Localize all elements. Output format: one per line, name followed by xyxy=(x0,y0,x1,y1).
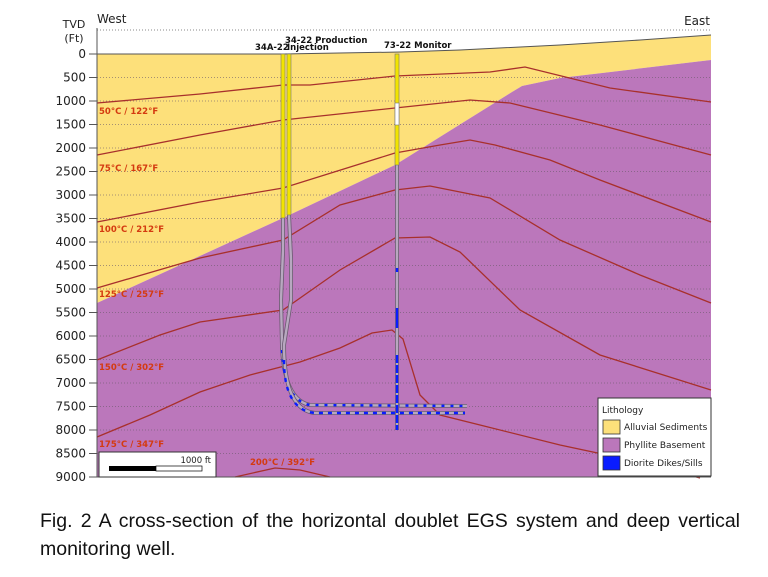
figure-caption: Fig. 2 A cross-section of the horizontal… xyxy=(40,510,740,560)
well-label-34-22: 34-22 Production xyxy=(285,36,367,46)
depth-tick-label: 1000 xyxy=(55,94,86,108)
depth-tick-label: 7500 xyxy=(55,400,86,414)
legend-label-diorite: Diorite Dikes/Sills xyxy=(624,459,703,469)
depth-tick-label: 0 xyxy=(78,47,86,61)
isotherm-50 xyxy=(96,66,712,104)
isotherm-label-75: 75°C / 167°F xyxy=(99,164,158,174)
depth-tick-label: 3000 xyxy=(55,188,86,202)
well-34-22 xyxy=(281,53,465,415)
isotherm-label-200: 200°C / 392°F xyxy=(250,458,315,468)
west-label: West xyxy=(97,12,127,26)
depth-tick-label: 6500 xyxy=(55,353,86,367)
axis-title-tvd: TVD xyxy=(62,18,86,31)
depth-tick-label: 3500 xyxy=(55,212,86,226)
alluvial-sediments-layer xyxy=(97,35,711,303)
legend-swatch-alluvial xyxy=(602,419,621,435)
scale-bar-label: 1000 ft xyxy=(180,456,211,466)
axis-title-unit: (Ft) xyxy=(64,32,83,45)
legend-swatch-phyllite xyxy=(602,437,621,453)
legend-title: Lithology xyxy=(602,406,644,416)
depth-tick-label: 7000 xyxy=(55,376,86,390)
depth-tick-label: 2000 xyxy=(55,141,86,155)
depth-tick-label: 2500 xyxy=(55,165,86,179)
depth-tick-label: 6000 xyxy=(55,329,86,343)
phyllite-basement-layer xyxy=(97,60,711,477)
isotherm-100 xyxy=(96,139,712,223)
scale-bar: 1000 ft xyxy=(98,451,217,478)
isotherm-75 xyxy=(96,99,712,156)
depth-tick-labels: 0 500 1000 1500 2000 2500 3000 3500 4000 4500 5000… xyxy=(55,47,97,484)
depth-tick-label: 8500 xyxy=(55,447,86,461)
well-label-34a-22: 34A-22 xyxy=(255,43,289,53)
isotherm-175 xyxy=(96,329,701,479)
well-label-73-22: 73-22 Monitor xyxy=(384,41,452,51)
depth-gridlines-overlay xyxy=(97,77,711,478)
isotherm-label-50: 50°C / 122°F xyxy=(99,107,158,117)
isotherm-label-100: 100°C / 212°F xyxy=(99,225,164,235)
legend-swatch-diorite xyxy=(602,455,621,471)
isotherm-labels: 50°C / 122°F 75°C / 167°F 100°C / 212°F … xyxy=(99,107,315,468)
depth-tick-label: 5000 xyxy=(55,282,86,296)
depth-tick-label: 9000 xyxy=(55,470,86,484)
depth-tick-label: 4000 xyxy=(55,235,86,249)
legend-label-alluvial: Alluvial Sediments xyxy=(624,423,708,433)
lithology-legend: Lithology Alluvial Sediments Phyllite Ba… xyxy=(597,397,712,477)
depth-tick-label: 1500 xyxy=(55,118,86,132)
depth-tick-label: 5500 xyxy=(55,306,86,320)
legend-label-phyllite: Phyllite Basement xyxy=(624,441,706,451)
isotherm-label-175: 175°C / 347°F xyxy=(99,440,164,450)
isotherm-label-150: 150°C / 302°F xyxy=(99,363,164,373)
isotherm-200 xyxy=(234,467,331,478)
isotherm-label-125: 125°C / 257°F xyxy=(99,290,164,300)
well-label-injection: Injection xyxy=(287,43,329,53)
east-label: East xyxy=(684,14,710,28)
depth-tick-label: 4500 xyxy=(55,259,86,273)
well-73-22-monitor xyxy=(394,53,400,430)
depth-tick-label: 500 xyxy=(63,71,86,85)
cross-section-figure: 50°C / 122°F 75°C / 167°F 100°C / 212°F … xyxy=(55,12,712,484)
well-labels: 34A-22 34-22 Production Injection 73-22 … xyxy=(255,36,452,53)
depth-tick-label: 8000 xyxy=(55,423,86,437)
isotherm-125 xyxy=(96,185,712,304)
